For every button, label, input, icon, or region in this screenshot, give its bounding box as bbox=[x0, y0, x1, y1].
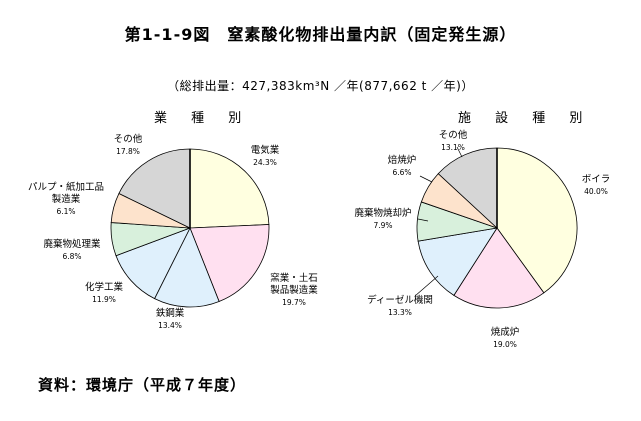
slice-percent-label: 6.1% bbox=[56, 207, 75, 216]
leader-line bbox=[417, 218, 429, 222]
leader-line bbox=[414, 275, 439, 297]
slice-label: その他 bbox=[439, 129, 468, 141]
slice-percent-label: 7.9% bbox=[373, 221, 392, 230]
chart-title-industry: 業 種 別 bbox=[154, 111, 252, 126]
slice-label: ボイラ bbox=[582, 174, 611, 185]
pie-slice bbox=[496, 147, 578, 294]
slice-percent-label: 19.0% bbox=[493, 340, 517, 349]
slice-label: 電気業 bbox=[251, 144, 280, 156]
slice-percent-label: 40.0% bbox=[584, 187, 608, 196]
slice-percent-label: 17.8% bbox=[116, 147, 140, 156]
pie-slice bbox=[118, 148, 191, 229]
chart-title-facility: 施 設 種 別 bbox=[458, 111, 593, 126]
slice-label: 製品製造業 bbox=[270, 284, 318, 296]
leader-line bbox=[456, 146, 463, 158]
source-note: 資料：環境庁（平成７年度） bbox=[38, 376, 247, 394]
slice-label: パルプ・紙加工品 bbox=[28, 181, 104, 193]
figure-title: 第1-1-9図 窒素酸化物排出量内訳（固定発生源） bbox=[124, 25, 517, 44]
slice-percent-label: 11.9% bbox=[92, 295, 116, 304]
pie-slice bbox=[189, 148, 270, 229]
slice-percent-label: 13.3% bbox=[388, 308, 412, 317]
slice-percent-label: 24.3% bbox=[253, 158, 277, 167]
slice-label: 焙焼炉 bbox=[388, 154, 417, 166]
slice-label: 鉄鋼業 bbox=[156, 307, 185, 319]
slice-percent-label: 13.1% bbox=[441, 143, 465, 152]
slice-label: 窯業・土石 bbox=[270, 272, 318, 284]
pie-slice bbox=[154, 227, 220, 308]
slice-label: 化学工業 bbox=[85, 281, 124, 293]
pie-slice bbox=[453, 227, 545, 309]
slice-percent-label: 6.8% bbox=[62, 252, 81, 261]
pie-slice bbox=[417, 227, 498, 296]
leader-line bbox=[419, 175, 433, 183]
slice-label: 焼成炉 bbox=[491, 326, 520, 338]
slice-percent-label: 19.7% bbox=[282, 298, 306, 307]
slice-label: 廃棄物処理業 bbox=[43, 238, 101, 250]
slice-percent-label: 13.4% bbox=[158, 321, 182, 330]
slice-label: その他 bbox=[114, 133, 143, 145]
pie-slice bbox=[189, 224, 270, 302]
figure-subtitle: （総排出量：427,383km³N ／年(877,662 t ／年)） bbox=[167, 79, 474, 93]
slice-label: 製造業 bbox=[52, 193, 81, 205]
slice-percent-label: 6.6% bbox=[392, 168, 411, 177]
pie-slice bbox=[437, 147, 498, 229]
slice-label: 廃棄物焼却炉 bbox=[354, 207, 411, 219]
slice-label: ディーゼル機関 bbox=[367, 294, 433, 306]
pie-chart-facility: ボイラ 40.0% 焼成炉 19.0% ディーゼル機関 13.3% 廃棄物焼却炉 7.9% 焙焼… bbox=[354, 129, 610, 349]
